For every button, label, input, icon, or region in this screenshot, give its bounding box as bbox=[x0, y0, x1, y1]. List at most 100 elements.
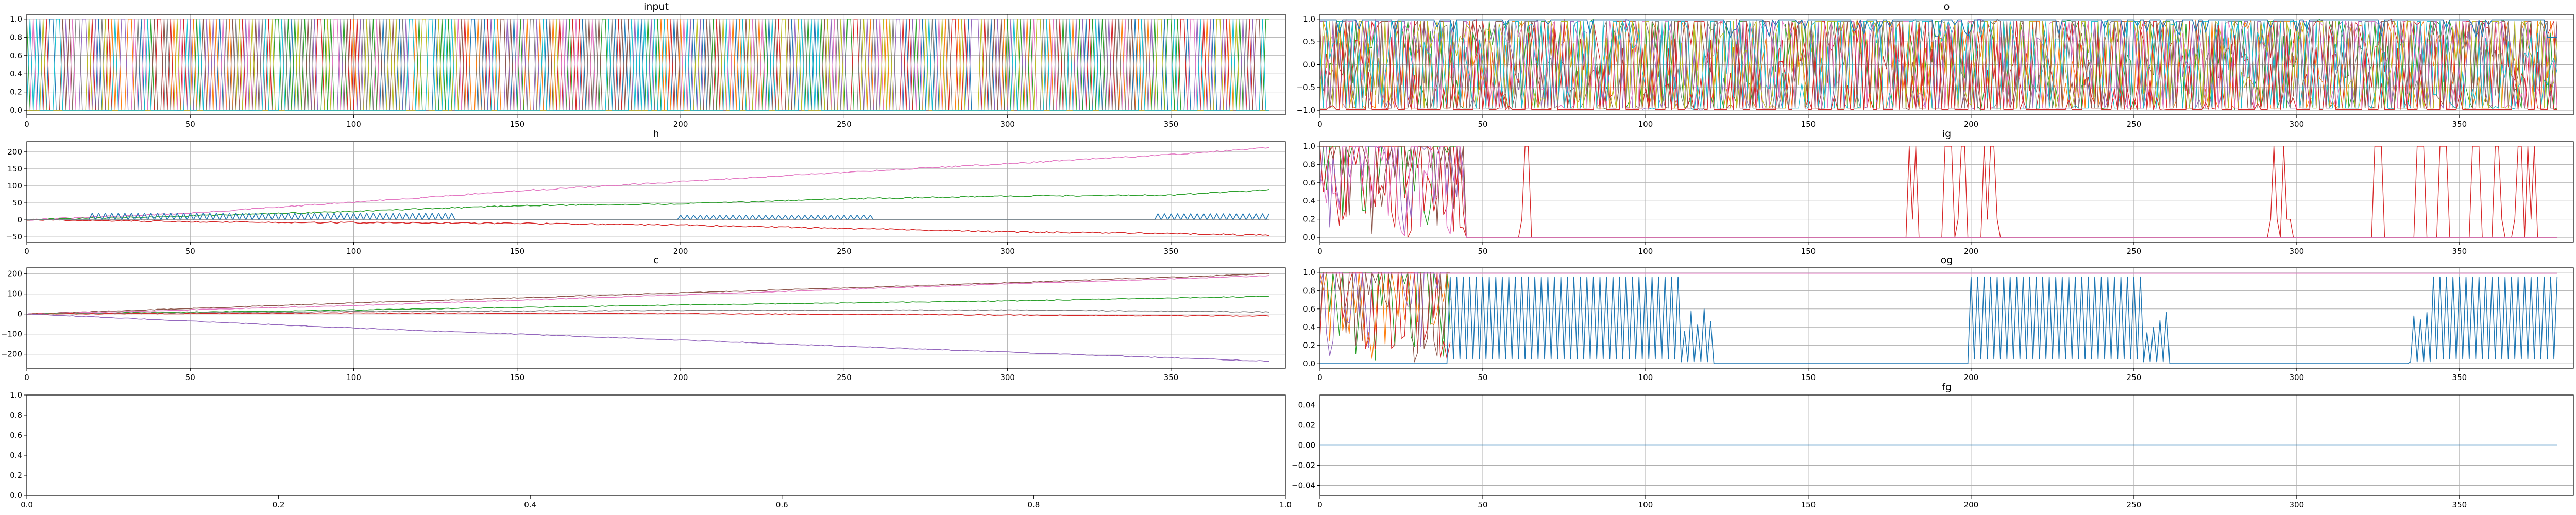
x-tick-label-6: 300 bbox=[2290, 373, 2304, 382]
series-line-input-7 bbox=[27, 19, 1269, 111]
x-tick-label-5: 250 bbox=[2127, 373, 2142, 382]
x-tick-label-4: 200 bbox=[673, 247, 688, 256]
series-line-h-2 bbox=[27, 219, 1269, 236]
plot-area-og bbox=[1320, 272, 2558, 364]
x-tick-label-0: 0.0 bbox=[21, 500, 33, 509]
subplot-og: 0 50 100 150 200 250 300 350 0.0 0.2 0.4 0.6 0.8 1.0 o… bbox=[1303, 254, 2574, 382]
x-tick-label-3: 150 bbox=[510, 119, 524, 129]
x-tick-label-7: 350 bbox=[1164, 119, 1179, 129]
subplot-c: 0 50 100 150 200 250 300 350 −200 −100 0 100 200 c bbox=[1, 254, 1286, 382]
series-line-o-4 bbox=[1320, 19, 2557, 111]
x-tick-label-5: 250 bbox=[837, 373, 852, 382]
x-tick-label-1: 50 bbox=[1478, 119, 1487, 129]
y-tick-label-1: −0.5 bbox=[1297, 83, 1315, 92]
series-line-ig-4 bbox=[1320, 146, 2557, 238]
x-tick-label-5: 250 bbox=[837, 247, 852, 256]
series-line-input-8 bbox=[27, 19, 1269, 111]
y-tick-label-2: 50 bbox=[12, 198, 22, 208]
title-input: input bbox=[643, 1, 669, 12]
x-tick-label-4: 200 bbox=[1964, 247, 1979, 256]
x-tick-label-4: 200 bbox=[673, 373, 688, 382]
series-line-og-early-2 bbox=[1320, 272, 1451, 359]
series-line-c-4 bbox=[27, 312, 1269, 317]
series-line-c-1 bbox=[27, 275, 1269, 315]
x-tick-label-5: 1.0 bbox=[1279, 500, 1292, 509]
x-tick-label-7: 350 bbox=[1164, 247, 1179, 256]
plot-area-c bbox=[27, 273, 1269, 362]
x-tick-label-4: 200 bbox=[1964, 373, 1979, 382]
y-tick-label-3: 100 bbox=[7, 181, 22, 191]
x-tick-label-0: 0 bbox=[24, 373, 29, 382]
series-line-og-oscillation bbox=[1320, 276, 2558, 364]
x-tick-label-6: 300 bbox=[2290, 500, 2304, 509]
x-tick-label-2: 100 bbox=[1638, 373, 1653, 382]
axes-frame-og bbox=[1319, 267, 2574, 369]
y-tick-label-0: −0.04 bbox=[1292, 481, 1315, 490]
axes-frame-ig bbox=[1319, 141, 2574, 243]
x-tick-label-0: 0 bbox=[1317, 119, 1323, 129]
x-tick-label-3: 150 bbox=[1801, 373, 1816, 382]
x-tick-label-6: 300 bbox=[2290, 247, 2304, 256]
y-tick-label-2: 0.0 bbox=[1303, 60, 1315, 70]
x-tick-label-2: 100 bbox=[1638, 119, 1653, 129]
series-line-h-1 bbox=[27, 189, 1269, 221]
y-tick-label-4: 200 bbox=[7, 269, 22, 279]
y-tick-label-2: 0.4 bbox=[10, 69, 22, 78]
series-line-og-early-3 bbox=[1320, 272, 1450, 356]
series-line-input-4 bbox=[27, 19, 1269, 111]
y-tick-label-0: 0.0 bbox=[10, 491, 22, 500]
series-line-ig-2 bbox=[1320, 146, 2557, 238]
y-tick-label-4: 150 bbox=[7, 164, 22, 174]
x-tick-label-7: 350 bbox=[2452, 119, 2467, 129]
x-tick-label-6: 300 bbox=[2290, 119, 2304, 129]
y-tick-label-3: 0.6 bbox=[1303, 178, 1315, 187]
title-o: o bbox=[1944, 1, 1950, 12]
y-tick-label-2: 0.4 bbox=[1303, 322, 1315, 332]
subplot-fg: 0 50 100 150 200 250 300 350 −0.04 −0.02 0.00 0.02 0… bbox=[1292, 382, 2574, 509]
x-tick-label-3: 150 bbox=[510, 247, 524, 256]
series-line-c-3 bbox=[27, 309, 1269, 315]
title-h: h bbox=[653, 128, 659, 140]
series-line-og-early-4 bbox=[1320, 272, 1450, 363]
series-line-input-1 bbox=[27, 19, 1269, 111]
x-tick-label-7: 350 bbox=[1164, 373, 1179, 382]
x-tick-label-5: 250 bbox=[2127, 500, 2142, 509]
series-line-input-9 bbox=[27, 19, 1269, 111]
series-line-h-0 bbox=[27, 147, 1269, 221]
series-line-og-early-1 bbox=[1320, 272, 1451, 360]
x-tick-label-2: 100 bbox=[1638, 247, 1653, 256]
series-line-input-2 bbox=[27, 19, 1269, 111]
x-tick-label-2: 100 bbox=[346, 247, 361, 256]
subplot-empty: 0.0 0.2 0.4 0.6 0.8 1.0 0.0 0.2 0.4 0.6 0.8 1.0 bbox=[10, 390, 1292, 509]
series-line-ig-0 bbox=[1320, 146, 2557, 238]
y-tick-label-5: 200 bbox=[7, 147, 22, 157]
y-tick-label-3: 0.02 bbox=[1298, 421, 1315, 430]
axes-frame-o bbox=[1319, 14, 2574, 115]
axes-frame-empty bbox=[26, 394, 1286, 496]
series-line-o-bottom bbox=[1320, 20, 2557, 110]
y-tick-label-0: −200 bbox=[1, 350, 22, 359]
subplot-o: 0 50 100 150 200 250 300 350 −1.0 −0.5 0.0 0.5 1.0 o bbox=[1297, 1, 2574, 129]
title-og: og bbox=[1941, 254, 1953, 266]
x-tick-label-0: 0 bbox=[1317, 373, 1323, 382]
plot-area-o bbox=[1320, 19, 2557, 111]
x-tick-label-1: 0.2 bbox=[273, 500, 285, 509]
x-tick-label-5: 250 bbox=[837, 119, 852, 129]
y-tick-label-5: 1.0 bbox=[1303, 268, 1315, 277]
x-tick-label-1: 50 bbox=[185, 119, 195, 129]
x-tick-label-6: 300 bbox=[1000, 119, 1015, 129]
y-tick-label-4: 0.8 bbox=[10, 410, 22, 420]
title-c: c bbox=[653, 254, 658, 266]
axes-frame-c bbox=[26, 267, 1286, 369]
y-tick-label-3: 0.6 bbox=[10, 431, 22, 440]
x-tick-label-6: 300 bbox=[1000, 247, 1015, 256]
x-tick-label-6: 300 bbox=[1000, 373, 1015, 382]
x-tick-label-4: 200 bbox=[673, 119, 688, 129]
series-line-input-6 bbox=[27, 19, 1269, 111]
axes-frame-fg bbox=[1319, 394, 2574, 496]
y-tick-label-1: 0 bbox=[17, 215, 22, 225]
plot-area-ig bbox=[1320, 146, 2557, 238]
x-tick-label-0: 0 bbox=[24, 247, 29, 256]
